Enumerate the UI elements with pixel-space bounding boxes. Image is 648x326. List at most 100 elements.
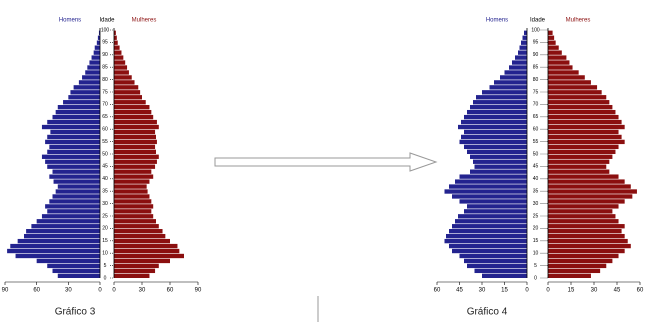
bar bbox=[548, 159, 610, 164]
bar bbox=[548, 114, 619, 120]
bar bbox=[114, 219, 156, 224]
y-tick-label: 65 bbox=[533, 114, 539, 120]
y-tick-label: 10 bbox=[533, 251, 539, 257]
bar bbox=[57, 105, 100, 110]
bar bbox=[464, 114, 527, 120]
x-tick-label: 15 bbox=[501, 288, 508, 294]
bar bbox=[114, 154, 159, 159]
y-tick-label: 30 bbox=[533, 201, 539, 207]
bar bbox=[519, 45, 527, 50]
bar bbox=[114, 248, 180, 254]
bar bbox=[548, 209, 613, 214]
bar bbox=[548, 75, 585, 80]
bar bbox=[482, 273, 527, 278]
x-tick-label: 15 bbox=[568, 288, 575, 294]
bar bbox=[467, 204, 527, 209]
y-tick-label: 95 bbox=[533, 40, 539, 46]
bar bbox=[26, 229, 100, 234]
bar bbox=[63, 100, 100, 105]
bar bbox=[548, 100, 610, 105]
y-tick-label: 30 bbox=[102, 201, 108, 207]
bar bbox=[464, 258, 527, 264]
x-tick-label: 60 bbox=[637, 288, 644, 294]
bar bbox=[459, 174, 527, 179]
bar bbox=[548, 194, 633, 199]
y-tick-label: 0 bbox=[534, 275, 537, 281]
bar bbox=[114, 268, 156, 274]
bar bbox=[114, 139, 157, 145]
bar bbox=[548, 80, 591, 85]
bar bbox=[47, 149, 100, 154]
bar bbox=[548, 164, 607, 169]
bar bbox=[85, 70, 100, 75]
bar bbox=[464, 144, 527, 150]
bar bbox=[114, 144, 156, 150]
y-tick-label: 35 bbox=[102, 189, 108, 195]
bar bbox=[459, 253, 527, 259]
bar bbox=[474, 164, 527, 169]
bar bbox=[114, 179, 150, 184]
y-tick-label: 55 bbox=[533, 139, 539, 145]
y-tick-label: 50 bbox=[533, 151, 539, 157]
bar bbox=[548, 85, 598, 90]
legend-label: Homens bbox=[486, 18, 508, 24]
y-tick-label: 55 bbox=[102, 139, 108, 145]
age-label: Idade bbox=[99, 18, 115, 24]
y-tick-label: 80 bbox=[102, 77, 108, 83]
bar bbox=[548, 229, 622, 234]
bar bbox=[524, 30, 527, 35]
bar bbox=[114, 159, 157, 164]
arrow bbox=[214, 152, 438, 172]
y-tick-label: 70 bbox=[102, 102, 108, 108]
x-tick-label: 30 bbox=[591, 288, 598, 294]
bar bbox=[548, 253, 619, 259]
caption: Gráfico 4 bbox=[467, 307, 508, 318]
bar bbox=[114, 114, 154, 120]
y-tick-label: 100 bbox=[531, 27, 540, 33]
bar bbox=[548, 124, 625, 130]
bar bbox=[455, 179, 527, 184]
bar bbox=[548, 129, 619, 135]
bar bbox=[489, 85, 527, 90]
bar bbox=[114, 204, 154, 209]
y-tick-label: 25 bbox=[533, 213, 539, 219]
bar bbox=[41, 124, 100, 130]
bar bbox=[459, 199, 527, 204]
bar bbox=[444, 189, 527, 194]
legend-label: Mulheres bbox=[132, 18, 157, 24]
bar bbox=[548, 40, 556, 45]
bar bbox=[114, 149, 156, 154]
y-tick-label: 5 bbox=[104, 263, 107, 269]
bar bbox=[114, 124, 159, 130]
y-tick-label: 75 bbox=[102, 89, 108, 95]
bar bbox=[45, 159, 100, 164]
bar bbox=[45, 139, 100, 145]
bar bbox=[49, 174, 100, 179]
bar bbox=[548, 139, 625, 145]
y-tick-label: 0 bbox=[104, 275, 107, 281]
bar bbox=[548, 50, 562, 55]
bar bbox=[114, 164, 156, 169]
legend-label: Homens bbox=[59, 18, 81, 24]
bar bbox=[91, 55, 100, 60]
bar bbox=[548, 119, 622, 125]
bar bbox=[114, 30, 116, 35]
bar bbox=[114, 214, 154, 219]
bar bbox=[548, 258, 613, 264]
bar bbox=[467, 263, 527, 269]
bar bbox=[114, 273, 150, 278]
x-tick-label: 30 bbox=[479, 288, 486, 294]
bar bbox=[458, 214, 527, 219]
bar bbox=[114, 65, 128, 70]
bar bbox=[518, 50, 527, 55]
bar bbox=[474, 268, 527, 274]
bar bbox=[52, 169, 100, 174]
bar bbox=[114, 70, 129, 75]
bar bbox=[467, 149, 527, 154]
bar bbox=[114, 258, 170, 264]
bar bbox=[512, 60, 527, 65]
bar bbox=[57, 273, 100, 278]
bar bbox=[68, 95, 100, 100]
bar bbox=[461, 134, 527, 140]
bar bbox=[114, 60, 126, 65]
